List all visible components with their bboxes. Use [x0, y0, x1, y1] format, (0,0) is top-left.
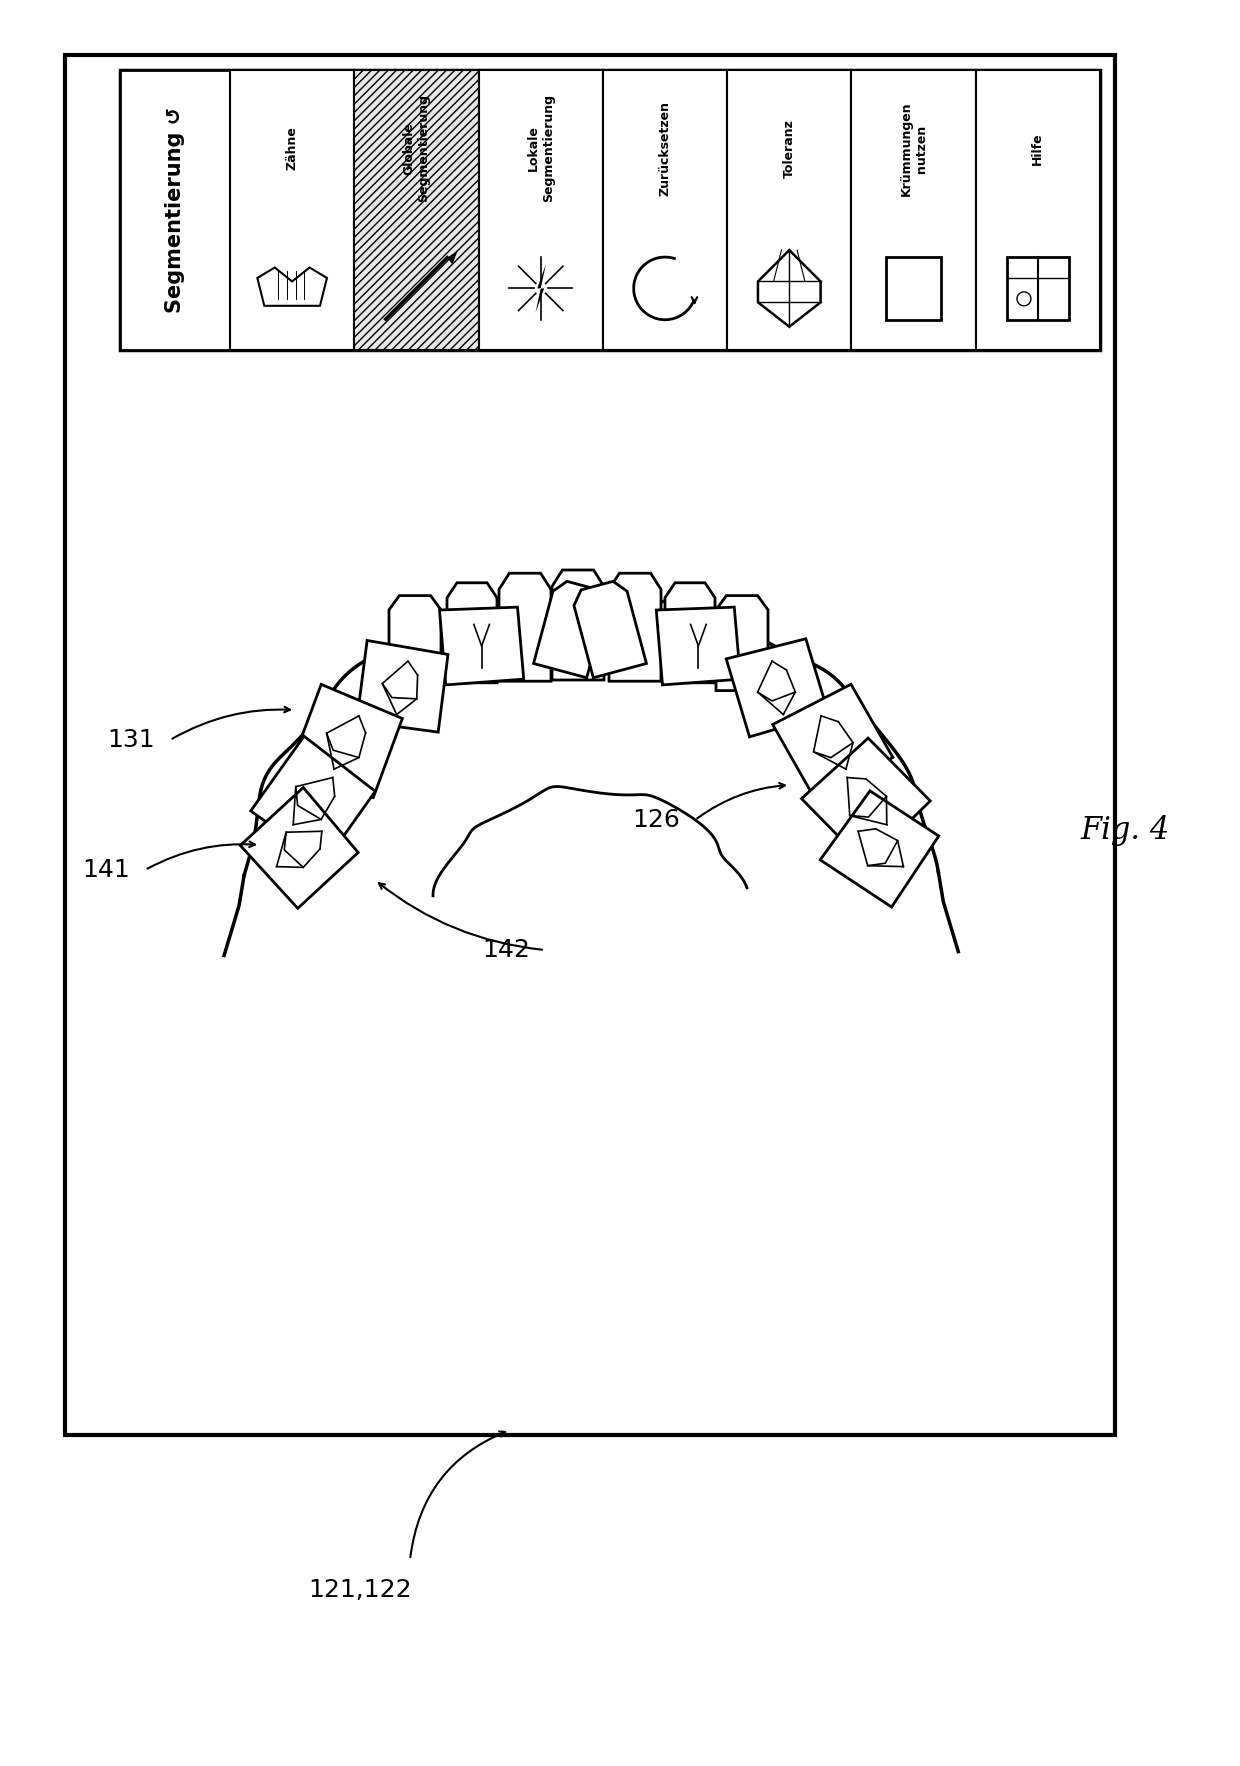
Polygon shape	[389, 595, 441, 691]
Polygon shape	[290, 685, 402, 798]
Polygon shape	[801, 738, 930, 864]
Text: Krümmungen
nutzen: Krümmungen nutzen	[899, 101, 928, 196]
Polygon shape	[498, 574, 551, 682]
Text: Zähne: Zähne	[285, 127, 299, 170]
Text: Segmentierung ↺: Segmentierung ↺	[165, 108, 185, 313]
Polygon shape	[609, 574, 661, 682]
Text: Fig. 4: Fig. 4	[1081, 814, 1171, 846]
Polygon shape	[758, 251, 821, 327]
Text: 126: 126	[632, 809, 680, 832]
Polygon shape	[446, 583, 497, 683]
Bar	[727, 71, 852, 350]
Bar	[852, 71, 976, 350]
Polygon shape	[773, 683, 893, 800]
Text: Lokale
Segmentierung: Lokale Segmentierung	[527, 94, 554, 203]
Text: 121,122: 121,122	[309, 1579, 412, 1602]
Text: Zurücksetzen: Zurücksetzen	[658, 101, 672, 196]
Polygon shape	[656, 608, 740, 685]
Polygon shape	[727, 639, 828, 736]
Bar	[1007, 258, 1069, 320]
Bar	[355, 71, 479, 350]
Text: 142: 142	[482, 938, 529, 962]
Bar	[976, 71, 1100, 350]
Bar	[229, 71, 355, 350]
Text: Toleranz: Toleranz	[782, 118, 796, 178]
Polygon shape	[715, 595, 768, 691]
Polygon shape	[439, 608, 523, 685]
Text: Hilfe: Hilfe	[1032, 132, 1044, 164]
Text: 141: 141	[82, 858, 130, 881]
Text: Globale
Segmentierung: Globale Segmentierung	[403, 94, 430, 203]
Polygon shape	[665, 583, 715, 683]
Polygon shape	[574, 581, 646, 678]
Polygon shape	[448, 251, 458, 265]
Bar	[64, 55, 1115, 1436]
Polygon shape	[533, 581, 606, 678]
Polygon shape	[250, 736, 376, 864]
Bar	[120, 71, 1100, 350]
Bar	[120, 71, 229, 350]
Polygon shape	[241, 788, 358, 908]
Polygon shape	[552, 570, 604, 680]
Bar	[479, 71, 603, 350]
Text: 131: 131	[108, 728, 155, 752]
Polygon shape	[536, 265, 546, 313]
Polygon shape	[820, 791, 939, 908]
Bar	[603, 71, 727, 350]
Bar	[885, 258, 941, 320]
Polygon shape	[357, 641, 448, 733]
